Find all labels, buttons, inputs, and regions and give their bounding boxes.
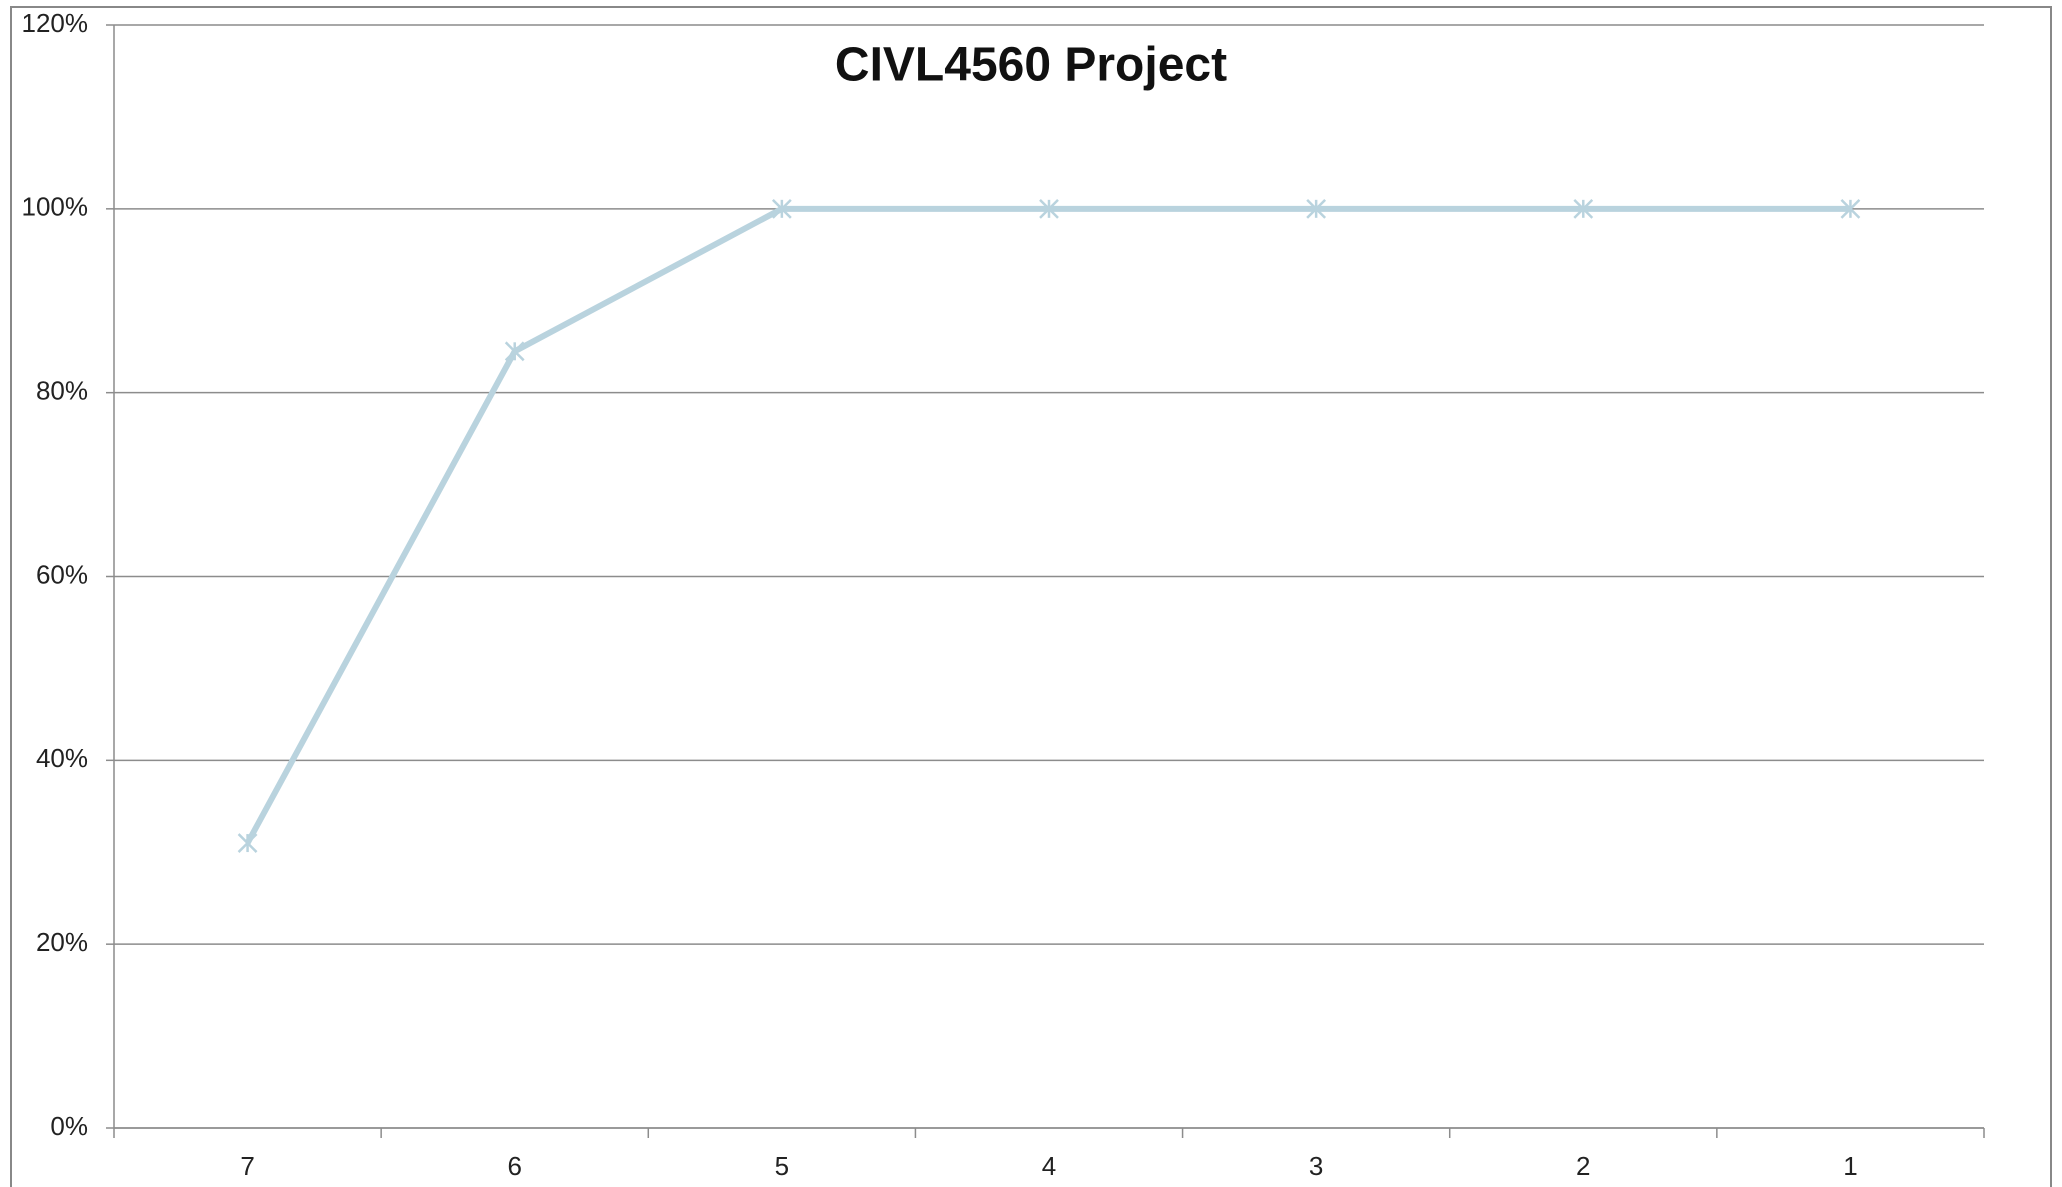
data-marker bbox=[1306, 198, 1327, 219]
data-marker bbox=[504, 341, 525, 362]
y-tick-label: 80% bbox=[36, 376, 88, 406]
y-tick-label: 60% bbox=[36, 559, 88, 589]
x-tick-label: 1 bbox=[1843, 1151, 1857, 1181]
y-tick-label: 40% bbox=[36, 743, 88, 773]
data-marker bbox=[771, 198, 792, 219]
y-tick-label: 20% bbox=[36, 927, 88, 957]
x-tick-label: 6 bbox=[507, 1151, 521, 1181]
x-tick-label: 2 bbox=[1576, 1151, 1590, 1181]
x-tick-label: 7 bbox=[240, 1151, 254, 1181]
x-tick-label: 5 bbox=[775, 1151, 789, 1181]
data-marker bbox=[1840, 198, 1861, 219]
x-tick-label: 4 bbox=[1042, 1151, 1056, 1181]
data-marker bbox=[1039, 198, 1059, 219]
data-marker bbox=[237, 833, 258, 853]
y-tick-label: 0% bbox=[50, 1111, 88, 1141]
chart-title: CIVL4560 Project bbox=[835, 39, 1227, 92]
chart-frame bbox=[10, 6, 2052, 1187]
data-marker bbox=[1573, 198, 1594, 219]
data-line bbox=[244, 205, 1851, 845]
y-tick-label: 100% bbox=[22, 192, 89, 222]
y-tick-label: 120% bbox=[22, 8, 89, 38]
x-tick-label: 3 bbox=[1309, 1151, 1323, 1181]
